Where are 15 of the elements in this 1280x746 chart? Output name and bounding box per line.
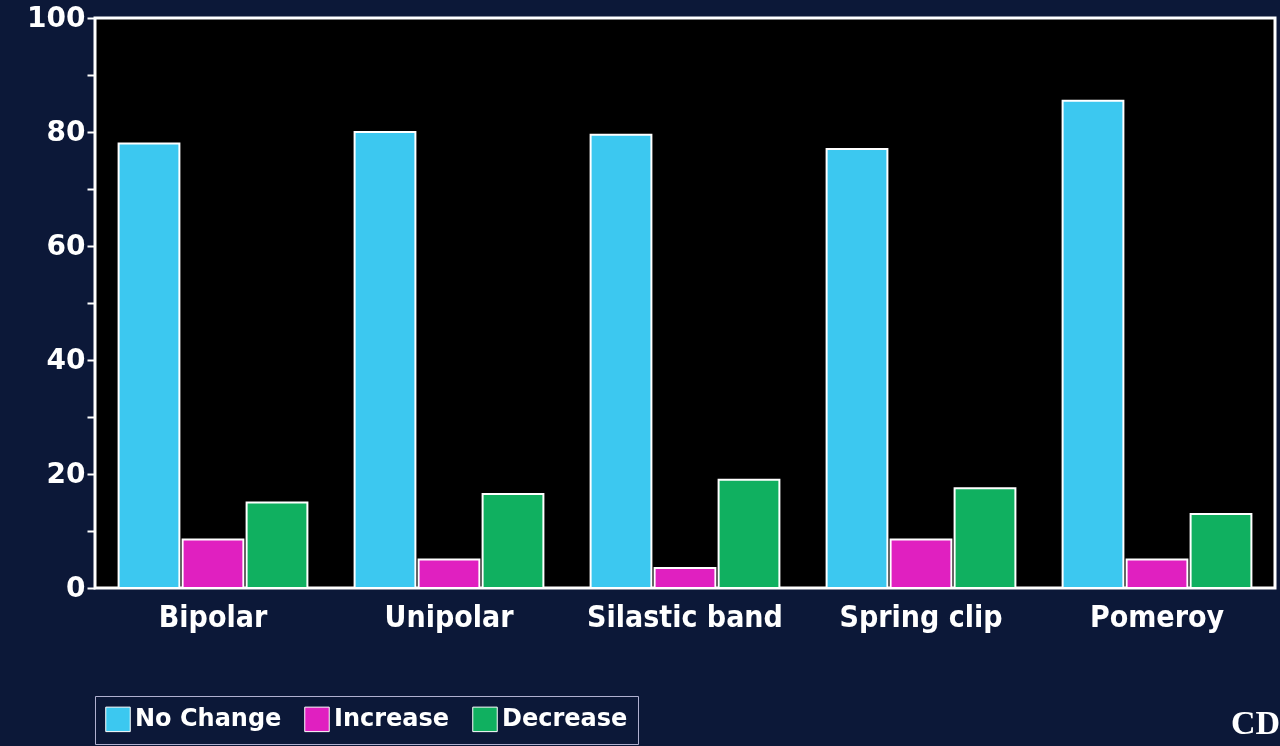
legend-label: No Change (135, 704, 282, 733)
y-tick-label: 60 (46, 228, 86, 262)
x-tick-label: Spring clip (839, 598, 1003, 634)
y-tick-label: 0 (66, 570, 86, 604)
legend-label: Increase (334, 704, 450, 733)
y-tick-label: 80 (46, 114, 86, 148)
legend-label: Decrease (502, 704, 628, 733)
text: CD (1230, 704, 1280, 742)
x-tick-label: Bipolar (158, 598, 268, 634)
x-tick-label: Silastic band (587, 598, 783, 634)
x-tick-label: Unipolar (384, 598, 515, 634)
y-tick-label: 20 (46, 456, 86, 490)
y-tick-label: 100 (27, 0, 86, 34)
y-tick-label: 40 (46, 342, 86, 376)
x-tick-label: Pomeroy (1089, 598, 1225, 634)
